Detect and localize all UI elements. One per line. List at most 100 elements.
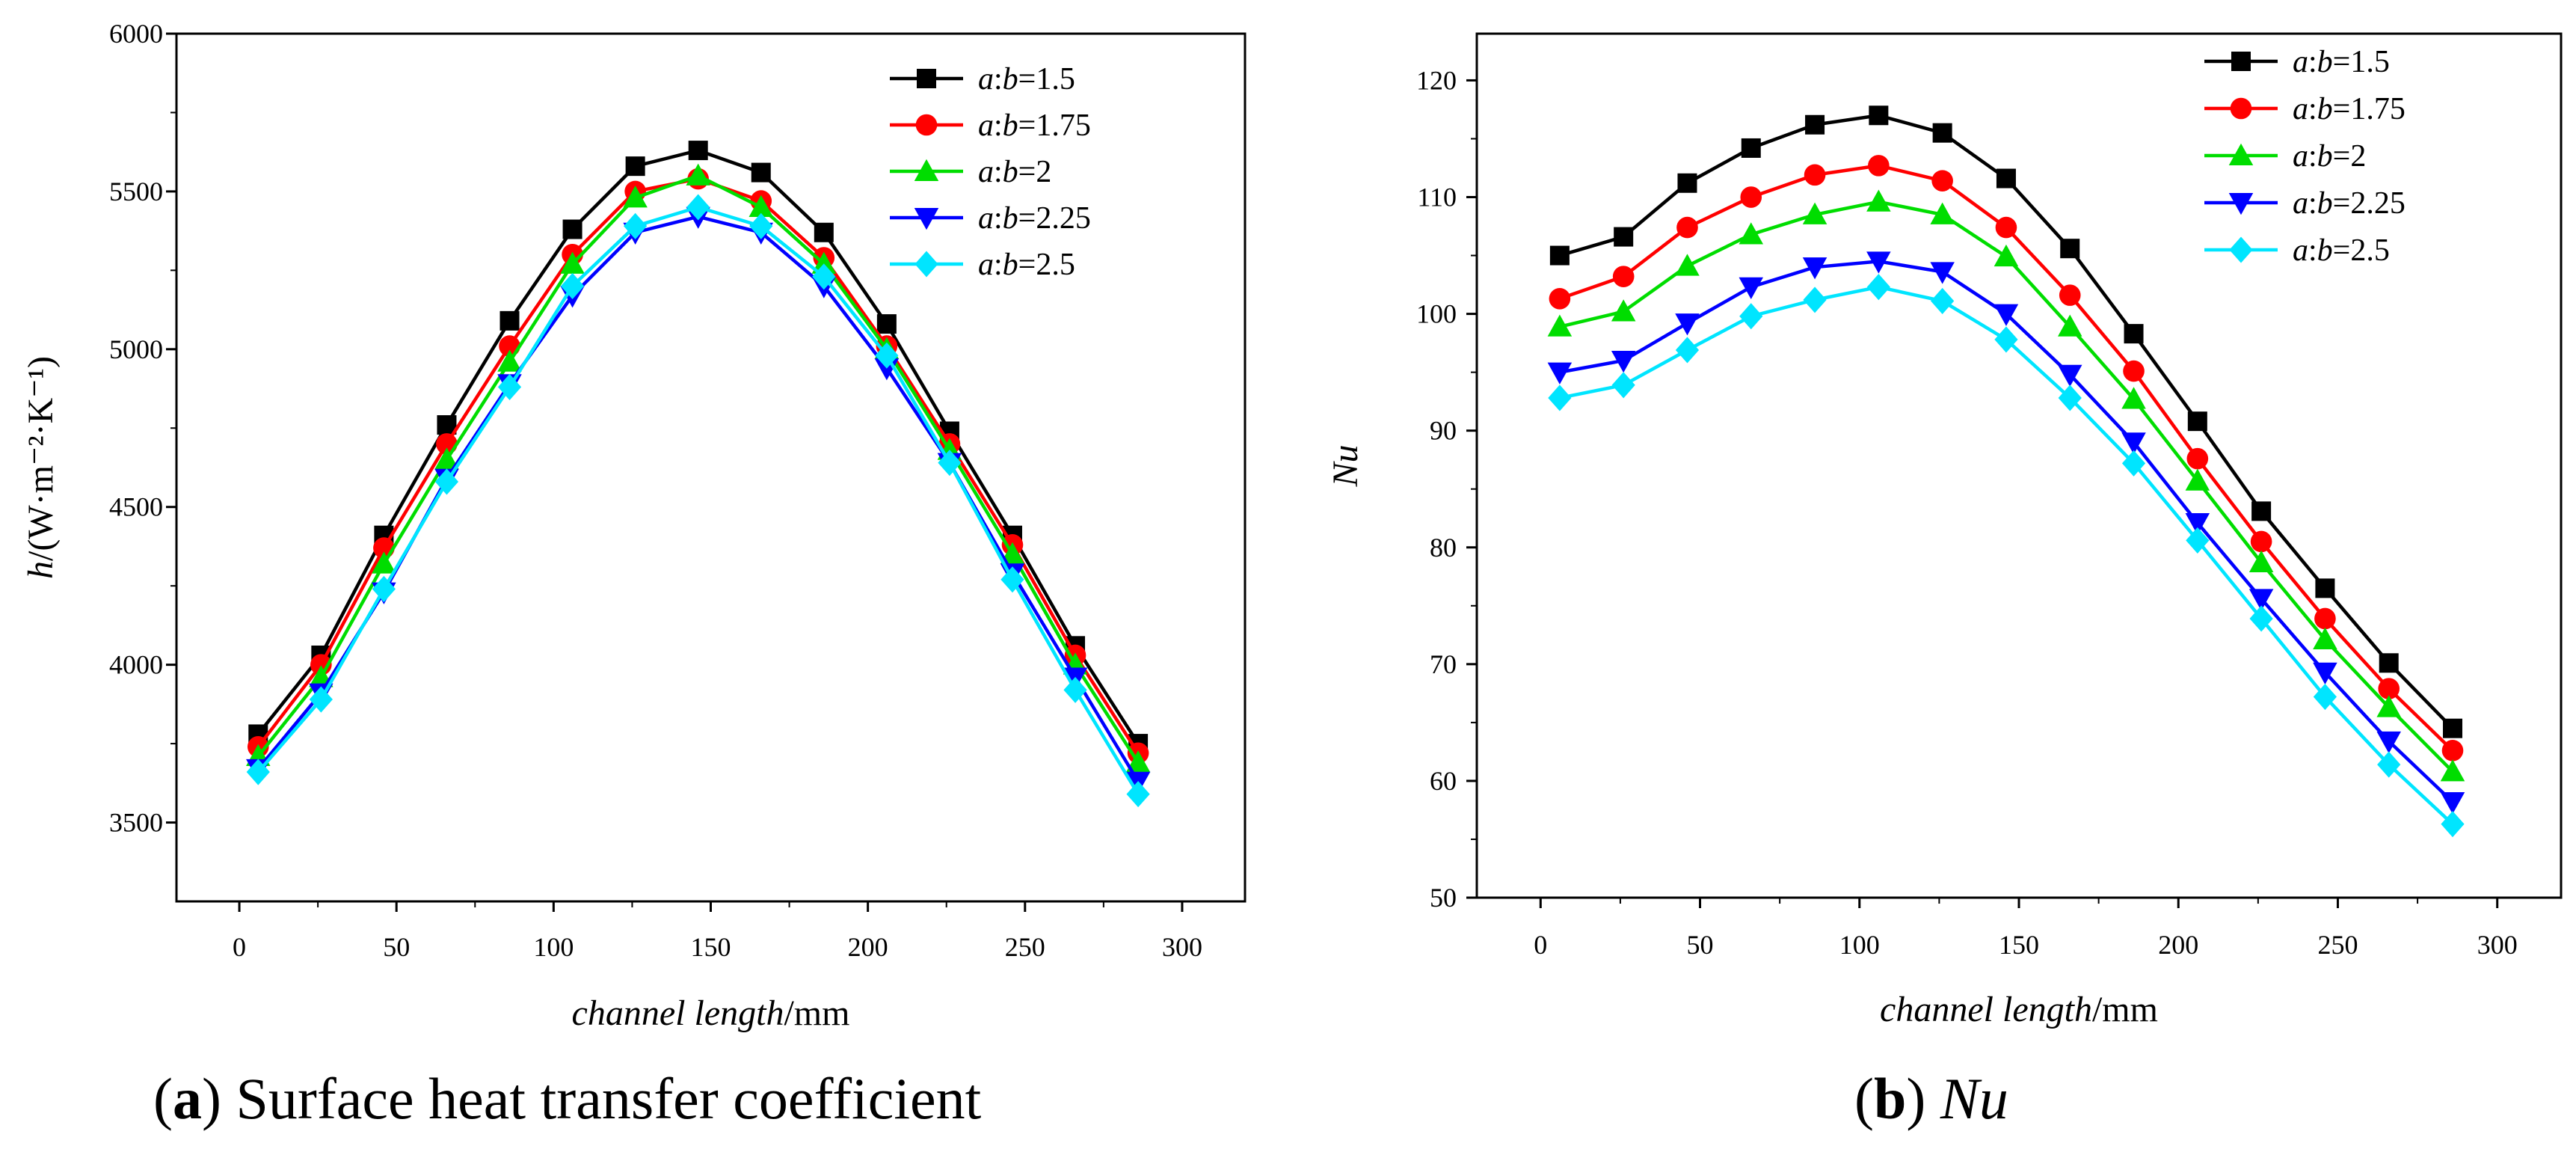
x-tick-label: 50	[383, 932, 410, 962]
data-point	[748, 194, 773, 217]
data-point	[1547, 362, 1573, 384]
data-point	[2441, 740, 2464, 762]
data-point	[624, 212, 648, 239]
data-point	[2185, 512, 2210, 536]
legend-var-b: b	[1003, 248, 1018, 282]
y-tick-label: 90	[1430, 416, 1457, 446]
legend-marker	[2228, 143, 2254, 165]
series-line-4	[256, 215, 1140, 782]
data-point	[1994, 244, 2019, 267]
data-point	[2250, 530, 2272, 553]
x-tick-label: 100	[1839, 930, 1880, 960]
series-3	[246, 163, 1151, 773]
data-point	[811, 251, 837, 274]
legend-label: a:b=1.75	[2293, 92, 2406, 126]
data-point	[434, 447, 459, 470]
x-axis-label: channel length/mm	[572, 993, 850, 1033]
panel-a-chart: 0 50 100 150 200 250 300 3500 4000 4500 5000 5500 60…	[21, 19, 1246, 1033]
data-point	[1866, 189, 1891, 212]
data-point	[372, 575, 396, 602]
legend-label: a:b=2.5	[2293, 233, 2390, 268]
data-point	[749, 212, 773, 239]
data-point	[1996, 168, 2016, 189]
legend-label: a:b=2	[2293, 139, 2366, 174]
data-point	[2057, 364, 2082, 387]
data-point	[2441, 811, 2465, 838]
y-tick-label: 4500	[109, 492, 163, 522]
legend-value: =1.5	[1018, 62, 1075, 96]
legend-sep: :	[994, 62, 1003, 96]
legend-marker	[2230, 97, 2252, 120]
data-point	[623, 186, 648, 208]
data-point	[1994, 304, 2019, 326]
data-point	[688, 141, 708, 161]
data-point	[499, 310, 520, 331]
legend-label: a:b=1.75	[978, 108, 1091, 143]
data-point	[2379, 653, 2399, 673]
data-point	[2121, 387, 2146, 409]
legend-label: a:b=2.25	[978, 201, 1091, 236]
y-axis-label-var: h	[21, 561, 61, 579]
legend-var-a: a	[2293, 186, 2308, 221]
x-tick-label: 200	[2158, 930, 2198, 960]
data-point	[1677, 173, 1697, 193]
data-point	[1931, 287, 1955, 314]
legend-var-b: b	[1003, 155, 1018, 189]
data-point	[434, 468, 459, 495]
data-point	[2121, 450, 2146, 477]
data-point	[2440, 759, 2465, 782]
x-tick-label: 50	[1687, 930, 1714, 960]
data-point	[2058, 384, 2082, 411]
series-4	[1547, 251, 2465, 815]
data-point	[1611, 351, 1636, 373]
data-point	[246, 759, 270, 785]
series-5	[246, 194, 1150, 808]
data-point	[2313, 662, 2337, 685]
series-5	[1548, 274, 2465, 838]
caption-b-text: Nu	[1940, 1066, 2008, 1131]
data-point	[876, 314, 897, 334]
data-point	[2121, 432, 2146, 455]
legend-var-a: a	[2293, 45, 2308, 79]
legend-var-b: b	[1003, 201, 1018, 236]
data-point	[1000, 566, 1024, 593]
legend-var-b: b	[1003, 62, 1018, 96]
data-point	[1549, 288, 1571, 310]
legend-var-a: a	[2293, 92, 2308, 126]
legend-entry: a:b=1.5	[2204, 45, 2390, 79]
legend-sep: :	[994, 108, 1003, 143]
series-3	[1547, 189, 2465, 782]
data-point	[2443, 718, 2462, 738]
data-point	[2248, 550, 2274, 573]
data-point	[686, 194, 710, 221]
legend-sep: :	[994, 155, 1003, 189]
data-point	[1675, 254, 1700, 276]
plot-frame	[175, 32, 1246, 903]
data-point	[2124, 324, 2144, 344]
y-tick-label: 120	[1416, 65, 1457, 95]
data-point	[814, 222, 834, 242]
y-tick-label: 3500	[109, 808, 163, 838]
y-axis-label: h/(W·m⁻²·K⁻¹)	[21, 356, 61, 579]
data-point	[625, 156, 645, 177]
series-1	[1549, 105, 2462, 738]
legend-entry: a:b=1.75	[2204, 92, 2406, 126]
x-tick-label: 300	[1162, 932, 1202, 962]
data-point	[2123, 360, 2145, 382]
x-tick-label: 250	[2317, 930, 2358, 960]
data-point	[1869, 105, 1889, 126]
data-point	[1994, 326, 2018, 353]
series-line-5	[256, 205, 1140, 795]
data-point	[2378, 678, 2400, 699]
legend-sep: :	[994, 248, 1003, 282]
legend-var-b: b	[2317, 139, 2333, 174]
data-point	[1930, 262, 1955, 284]
y-tick-label: 50	[1430, 883, 1457, 913]
data-point	[560, 272, 585, 300]
series-line-3	[1559, 200, 2454, 773]
legend-marker	[2229, 236, 2253, 263]
data-point	[2249, 605, 2273, 632]
y-tick-label: 4000	[109, 650, 163, 680]
legend-value: =1.75	[1018, 108, 1091, 143]
